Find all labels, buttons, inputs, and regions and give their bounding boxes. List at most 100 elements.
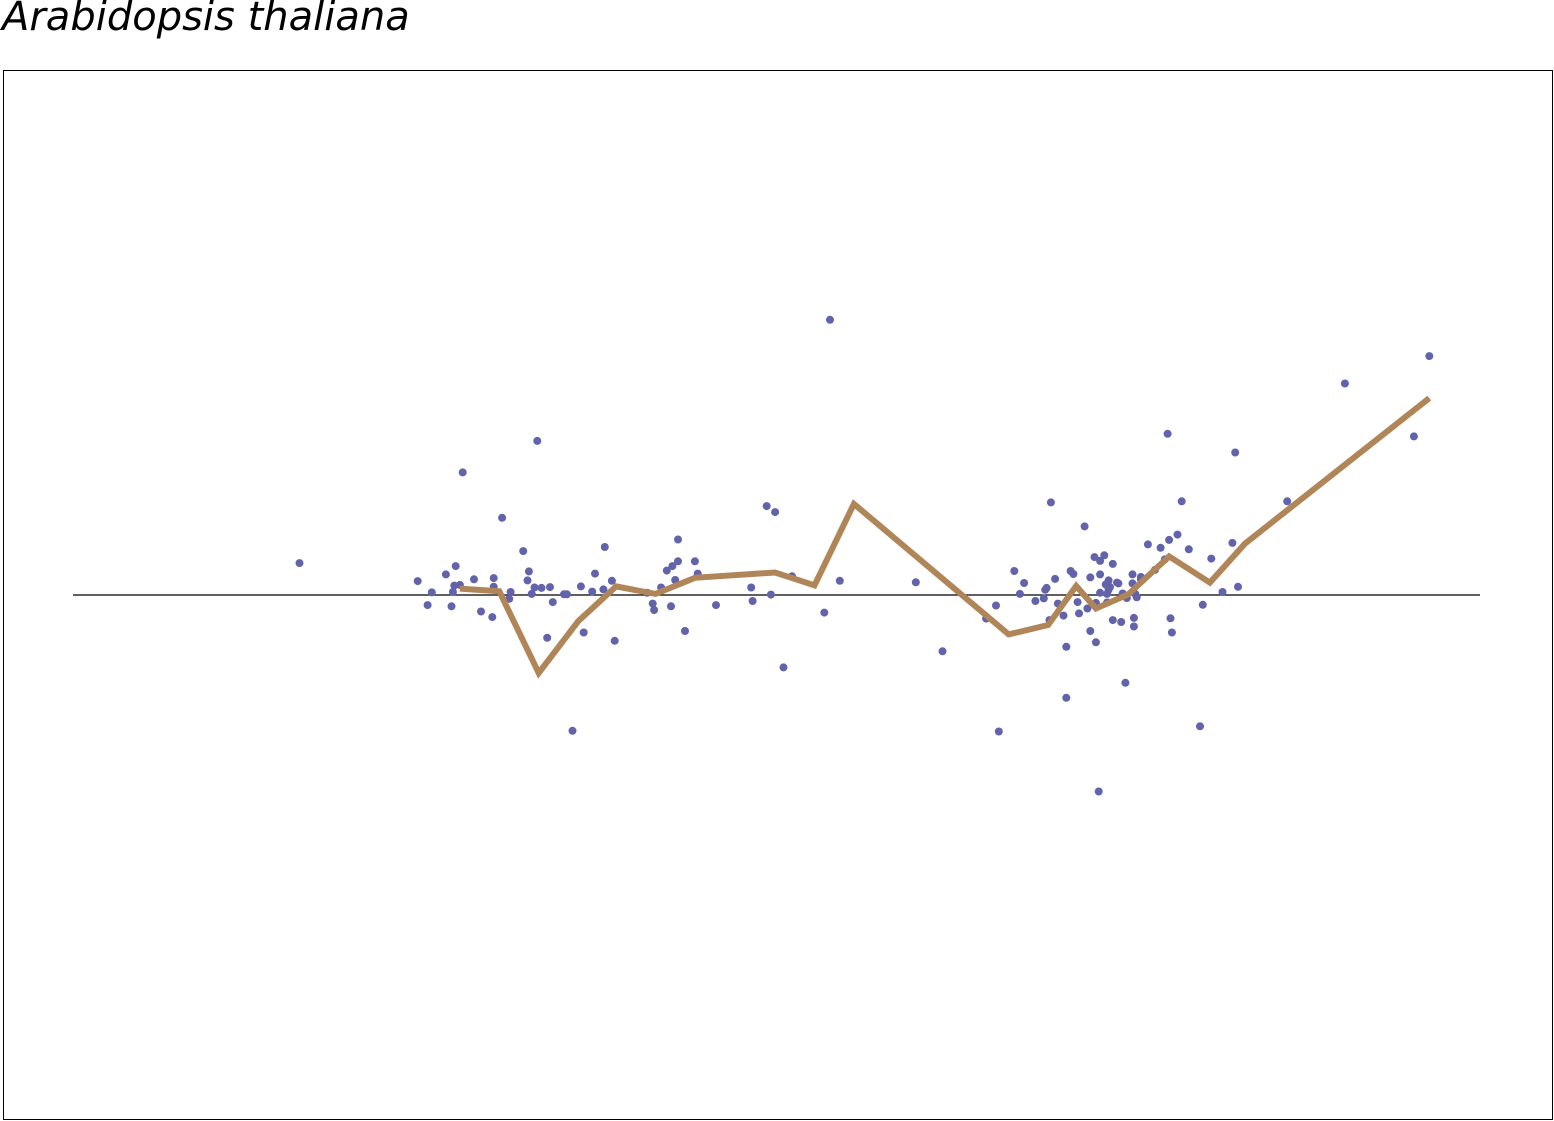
scatter-point bbox=[600, 543, 609, 551]
scatter-point bbox=[588, 587, 597, 596]
scatter-point bbox=[1106, 583, 1114, 592]
scatter-point bbox=[1129, 613, 1138, 622]
scatter-point bbox=[562, 590, 571, 599]
scatter-point bbox=[1069, 570, 1078, 578]
scatter-point bbox=[295, 559, 304, 568]
scatter-point bbox=[1046, 498, 1055, 507]
scatter-point bbox=[994, 727, 1003, 736]
scatter-point bbox=[1167, 628, 1176, 637]
scatter-point bbox=[1234, 582, 1242, 591]
scatter-point bbox=[1129, 622, 1138, 631]
scatter-point bbox=[1425, 352, 1434, 361]
scatter-point bbox=[568, 726, 577, 735]
scatter-point bbox=[1218, 588, 1227, 596]
scatter-point bbox=[579, 628, 588, 637]
scatter-point bbox=[1086, 573, 1095, 582]
plot-frame bbox=[3, 70, 1553, 1120]
scatter-point bbox=[427, 588, 436, 597]
scatter-point bbox=[1409, 432, 1418, 441]
scatter-point bbox=[1340, 379, 1349, 388]
scatter-point bbox=[650, 606, 659, 614]
scatter-point bbox=[712, 601, 720, 610]
scatter-point bbox=[1015, 589, 1024, 598]
scatter-point bbox=[537, 583, 546, 592]
scatter-point bbox=[1121, 678, 1130, 687]
scatter-point bbox=[519, 547, 528, 556]
scatter-point bbox=[576, 582, 585, 591]
scatter-point bbox=[820, 608, 829, 617]
scatter-point bbox=[1039, 594, 1048, 603]
scatter-point bbox=[648, 599, 657, 608]
scatter-point bbox=[1042, 583, 1051, 592]
scatter-point bbox=[779, 663, 788, 672]
scatter-point bbox=[599, 585, 608, 594]
scatter-point bbox=[1283, 497, 1292, 506]
scatter-point bbox=[1117, 618, 1126, 626]
scatter-point bbox=[1196, 722, 1204, 731]
scatter-point bbox=[1094, 787, 1103, 796]
trend-line-layer bbox=[459, 395, 1432, 679]
scatter-point bbox=[610, 636, 619, 645]
scatter-point bbox=[1198, 600, 1207, 609]
scatter-point bbox=[681, 627, 689, 635]
scatter-point bbox=[1073, 598, 1082, 607]
scatter-point bbox=[1108, 559, 1117, 568]
scatter-point bbox=[477, 607, 485, 616]
scatter-point bbox=[1090, 553, 1099, 562]
scatter-point bbox=[1177, 497, 1186, 506]
scatter-point bbox=[1128, 570, 1137, 579]
scatter-point bbox=[1228, 538, 1237, 547]
scatter-point bbox=[447, 602, 456, 611]
scatter-point bbox=[1096, 588, 1105, 597]
scatter-point bbox=[543, 633, 552, 642]
scatter-point bbox=[1096, 570, 1105, 579]
scatter-point bbox=[533, 436, 542, 445]
scatter-point bbox=[591, 569, 599, 578]
scatter-point bbox=[1231, 448, 1240, 457]
scatter-point bbox=[835, 576, 844, 585]
scatter-point bbox=[938, 647, 947, 656]
scatter-point bbox=[1091, 638, 1100, 647]
scatter-point bbox=[1080, 522, 1089, 531]
scatter-point bbox=[1010, 567, 1019, 575]
scatter-point bbox=[1207, 554, 1216, 563]
scatter-point bbox=[748, 597, 757, 605]
scatter-point bbox=[674, 535, 682, 544]
scatter-point bbox=[1051, 574, 1060, 583]
scatter-point bbox=[1132, 593, 1141, 602]
scatter-point bbox=[674, 557, 682, 566]
scatter-point bbox=[448, 588, 457, 596]
scatter-point bbox=[662, 566, 671, 575]
scatter-point bbox=[548, 598, 557, 607]
chart-title: Arabidopsis thaliana bbox=[2, 0, 410, 40]
scatter-point bbox=[911, 578, 920, 587]
scatter-point bbox=[762, 502, 771, 511]
scatter-point bbox=[1075, 609, 1083, 618]
scatter-point bbox=[1104, 576, 1113, 585]
scatter-point bbox=[1173, 530, 1182, 539]
scatter-point bbox=[441, 570, 450, 579]
scatter-point bbox=[1114, 579, 1123, 588]
scatter-point bbox=[1086, 627, 1095, 635]
scatter-point bbox=[489, 574, 498, 583]
scatter-point bbox=[747, 583, 756, 592]
scatter-point bbox=[1059, 611, 1068, 620]
scatter-point bbox=[524, 567, 533, 576]
trend-line bbox=[459, 395, 1432, 679]
scatter-point bbox=[668, 562, 677, 571]
scatter-point bbox=[1143, 540, 1152, 549]
scatter-point bbox=[992, 601, 1000, 610]
scatter-point bbox=[498, 513, 507, 522]
scatter-point bbox=[506, 588, 515, 596]
scatter-point bbox=[527, 589, 536, 598]
scatter-point bbox=[1096, 556, 1105, 565]
scatter-point bbox=[1100, 551, 1109, 560]
scatter-point bbox=[488, 613, 497, 622]
scatter-point bbox=[1166, 614, 1175, 623]
scatter-point bbox=[1031, 597, 1040, 605]
scatter-point bbox=[1083, 604, 1092, 613]
scatter-point bbox=[1108, 616, 1117, 625]
scatter-point bbox=[458, 468, 467, 477]
scatter-point bbox=[530, 583, 539, 592]
scatter-point bbox=[413, 577, 422, 586]
